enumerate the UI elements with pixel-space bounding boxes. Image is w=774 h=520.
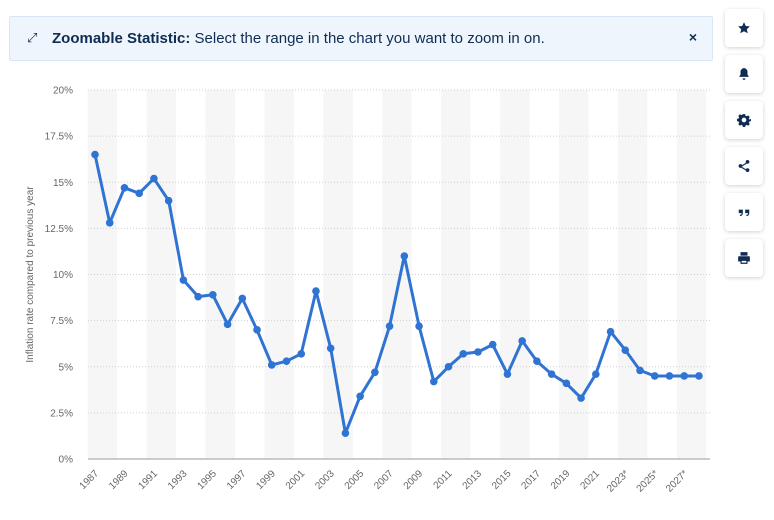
data-point xyxy=(636,366,644,375)
data-point xyxy=(253,326,261,334)
data-point xyxy=(474,348,482,356)
y-tick-label: 2.5% xyxy=(50,408,73,419)
data-point xyxy=(150,174,158,183)
data-point xyxy=(400,252,409,260)
y-tick-label: 20% xyxy=(53,86,73,97)
x-tick-label: 2019 xyxy=(549,468,573,492)
x-tick-label: 2013 xyxy=(461,468,485,492)
close-icon[interactable]: × xyxy=(688,29,697,45)
background-band xyxy=(558,90,589,459)
data-point xyxy=(547,370,556,378)
zoom-banner-title: Zoomable Statistic: xyxy=(52,30,191,47)
notification-button[interactable] xyxy=(725,55,763,93)
y-tick-label: 0% xyxy=(59,455,74,466)
background-band xyxy=(264,90,294,459)
zoom-banner-text: Zoomable Statistic: Select the range in … xyxy=(52,30,545,47)
x-tick-label: 2025* xyxy=(635,468,661,494)
y-tick-label: 5% xyxy=(59,362,74,373)
y-axis-title: Inflation rate compared to previous year xyxy=(25,186,36,363)
y-tick-label: 15% xyxy=(53,178,73,189)
x-tick-label: 1995 xyxy=(195,468,219,492)
star-icon xyxy=(738,22,750,34)
settings-button[interactable] xyxy=(725,101,763,139)
data-point xyxy=(444,362,453,371)
data-point xyxy=(91,150,99,159)
zoom-banner: ⤢ Zoomable Statistic: Select the range i… xyxy=(9,16,713,61)
x-tick-label: 2023* xyxy=(605,468,631,494)
x-tick-label: 2005 xyxy=(343,468,367,492)
y-tick-label: 10% xyxy=(53,270,73,281)
x-tick-label: 1989 xyxy=(107,468,131,492)
data-point xyxy=(120,183,129,192)
share-icon xyxy=(738,160,750,172)
data-point xyxy=(592,370,600,378)
data-point xyxy=(429,377,438,386)
data-point xyxy=(533,357,541,366)
data-point xyxy=(326,344,335,353)
x-tick-label: 1997 xyxy=(225,468,249,492)
data-point xyxy=(415,322,423,330)
data-point xyxy=(238,294,247,303)
data-point xyxy=(341,429,350,437)
data-point xyxy=(356,392,364,401)
share-button[interactable] xyxy=(725,147,763,185)
data-point xyxy=(105,219,114,227)
gear-icon xyxy=(737,114,751,127)
data-point xyxy=(223,320,232,329)
zoom-banner-message: Select the range in the chart you want t… xyxy=(190,30,545,47)
data-point xyxy=(680,372,688,380)
data-point xyxy=(135,189,143,198)
background-band xyxy=(146,90,177,459)
quote-icon xyxy=(738,209,750,217)
data-point xyxy=(385,322,394,330)
data-point xyxy=(518,337,526,345)
x-tick-label: 1993 xyxy=(166,468,190,492)
x-tick-label: 2021 xyxy=(578,468,602,492)
y-tick-label: 12.5% xyxy=(45,224,73,235)
data-point xyxy=(562,379,571,388)
favorite-button[interactable] xyxy=(725,9,763,47)
data-point xyxy=(665,372,674,380)
data-point xyxy=(267,361,276,369)
bell-icon xyxy=(739,68,749,80)
data-point xyxy=(503,370,512,378)
x-tick-label: 1999 xyxy=(254,468,278,492)
cite-button[interactable] xyxy=(725,193,763,231)
x-tick-label: 2001 xyxy=(284,468,308,492)
x-tick-label: 1987 xyxy=(78,468,102,492)
x-tick-label: 2007 xyxy=(372,468,396,492)
x-tick-label: 2011 xyxy=(432,468,455,491)
data-point xyxy=(695,372,703,380)
data-point xyxy=(459,350,468,358)
x-tick-label: 2015 xyxy=(490,468,514,492)
x-tick-label: 1991 xyxy=(137,468,161,492)
data-point xyxy=(312,287,320,295)
data-point xyxy=(282,357,291,366)
data-point xyxy=(488,340,497,349)
y-tick-label: 17.5% xyxy=(45,132,73,143)
x-tick-label: 2027* xyxy=(664,468,690,494)
x-tick-label: 2003 xyxy=(313,468,337,492)
background-band xyxy=(323,90,353,459)
data-point xyxy=(577,394,585,402)
print-icon xyxy=(738,252,750,264)
data-point xyxy=(650,372,659,380)
data-point xyxy=(621,346,630,354)
y-tick-label: 7.5% xyxy=(50,316,73,327)
data-point xyxy=(179,276,188,284)
print-button[interactable] xyxy=(725,239,763,277)
expand-icon: ⤢ xyxy=(27,30,38,45)
data-point xyxy=(297,350,306,358)
data-point xyxy=(194,292,202,301)
background-band xyxy=(441,90,471,459)
data-point xyxy=(164,196,173,205)
x-tick-label: 2017 xyxy=(520,468,544,492)
data-point xyxy=(371,368,379,377)
data-point xyxy=(606,327,615,336)
x-tick-label: 2009 xyxy=(402,468,426,492)
data-point xyxy=(209,290,217,299)
